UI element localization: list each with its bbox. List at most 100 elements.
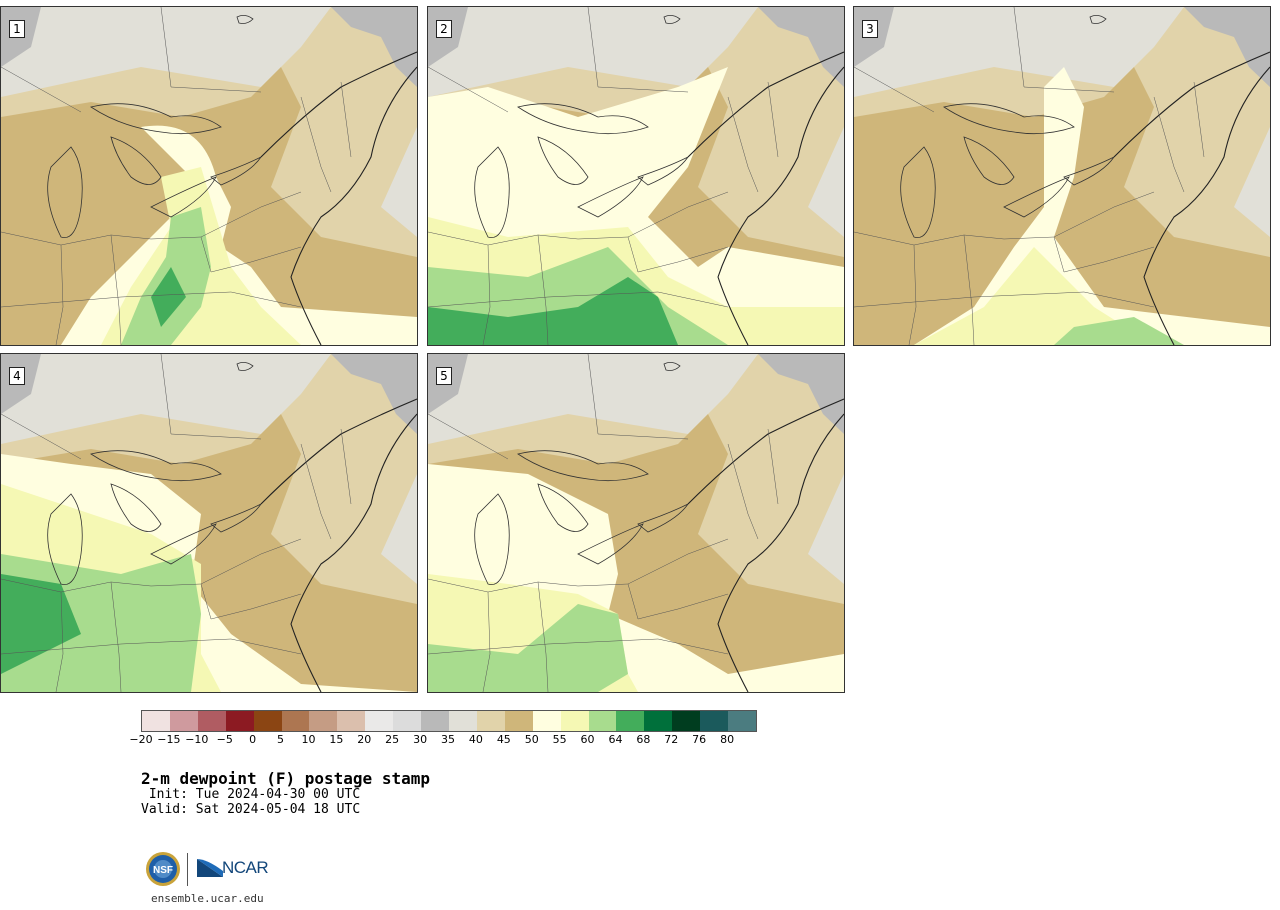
lake-outline [236,362,254,371]
colorbar-swatch [365,711,394,731]
logo-divider [187,853,188,886]
state-border [428,66,509,113]
colorbar-swatch [197,711,226,731]
state-border [537,581,549,692]
dewpoint-map-4 [1,354,417,692]
state-border [908,244,917,345]
state-border [482,244,491,345]
dewpoint-map-5 [428,354,844,692]
lake-outline [577,176,644,218]
state-border [55,244,64,345]
colorbar-tick-label: 55 [552,733,567,746]
coastline [717,413,844,692]
coastline [1143,66,1270,345]
state-border [1153,96,1185,193]
colorbar-swatch [504,711,533,731]
lake-outline [537,483,589,532]
state-border [1,413,82,460]
state-border [854,291,1155,308]
colorbar-tick-label: −20 [129,733,153,746]
province-border [587,354,689,440]
colorbar-swatch [309,711,338,731]
member-number-3: 3 [862,20,878,38]
colorbar-tick-label: 20 [357,733,372,746]
coastline [687,398,844,505]
lake-outline [517,450,649,482]
state-border [428,291,729,308]
colorbar-tick-label: 15 [329,733,344,746]
lake-outline [110,483,162,532]
lake-outline [637,502,690,533]
colorbar-swatch [560,711,589,731]
lake-outline [537,136,589,185]
lake-outline [474,493,510,586]
moist-light-green [428,604,628,692]
ensemble-member-map-3: 3 [853,6,1271,346]
province-border [160,7,262,93]
colorbar-swatch [532,711,561,731]
province-border [587,7,689,93]
colorbar-swatch [253,711,282,731]
state-border [340,81,352,158]
terrain-gray [331,354,417,434]
state-border [1,291,302,308]
state-border [963,234,975,345]
lake-outline [663,15,681,24]
colorbar-tick-label: −10 [185,733,209,746]
lake-outline [577,523,644,565]
colorbar-swatch [644,711,673,731]
figure-title: 2-m dewpoint (F) postage stamp [141,769,430,788]
coastline [717,66,844,345]
lake-outline [1063,155,1116,186]
ensemble-member-map-2: 2 [427,6,845,346]
colorbar-tick-label: 30 [413,733,428,746]
province-border [160,354,262,440]
coastline [290,413,417,692]
state-border [482,591,491,692]
colorbar-swatch [393,711,422,731]
lake-outline [110,136,162,185]
colorbar-tick-label: 0 [249,733,257,746]
state-border [767,428,779,505]
ensemble-member-map-1: 1 [0,6,418,346]
dewpoint-map-3 [854,7,1270,345]
member-number-5: 5 [436,367,452,385]
state-border [340,428,352,505]
state-border [727,443,759,540]
colorbar-tick-label: 45 [496,733,511,746]
lake-outline [637,155,690,186]
colorbar-swatch [142,711,170,731]
moist-yellow [914,247,1154,345]
lake-outline [210,155,263,186]
state-border [727,96,759,193]
site-url: ensemble.ucar.edu [151,892,264,905]
colorbar-tick-label: −15 [157,733,181,746]
colorbar-tick-label: 35 [441,733,455,746]
state-border [200,236,302,273]
colorbar-tick-label: 80 [720,733,735,746]
state-border [428,413,509,460]
state-border [110,234,122,345]
state-border [1193,81,1205,158]
sponsor-logos: NSF NCAR [145,851,275,891]
colorbar-swatch [728,711,756,731]
lake-outline [943,103,1075,135]
state-border [537,234,549,345]
colorbar-swatch [700,711,729,731]
dewpoint-map-1 [1,7,417,345]
colorbar-tick-label: 64 [608,733,623,746]
colorbar-tick-label: 60 [580,733,595,746]
colorbar-swatch [281,711,310,731]
terrain-gray [331,7,417,87]
colorbar-tick-label: 10 [301,733,316,746]
province-border [1013,7,1115,93]
state-border [300,96,332,193]
lake-outline [963,136,1015,185]
terrain-gray [1184,7,1270,87]
state-border [428,638,729,655]
colorbar-swatch [225,711,254,731]
state-border [1,66,82,113]
lake-outline [47,493,83,586]
colorbar-tick-label: −5 [216,733,233,746]
colorbar-swatch [476,711,505,731]
